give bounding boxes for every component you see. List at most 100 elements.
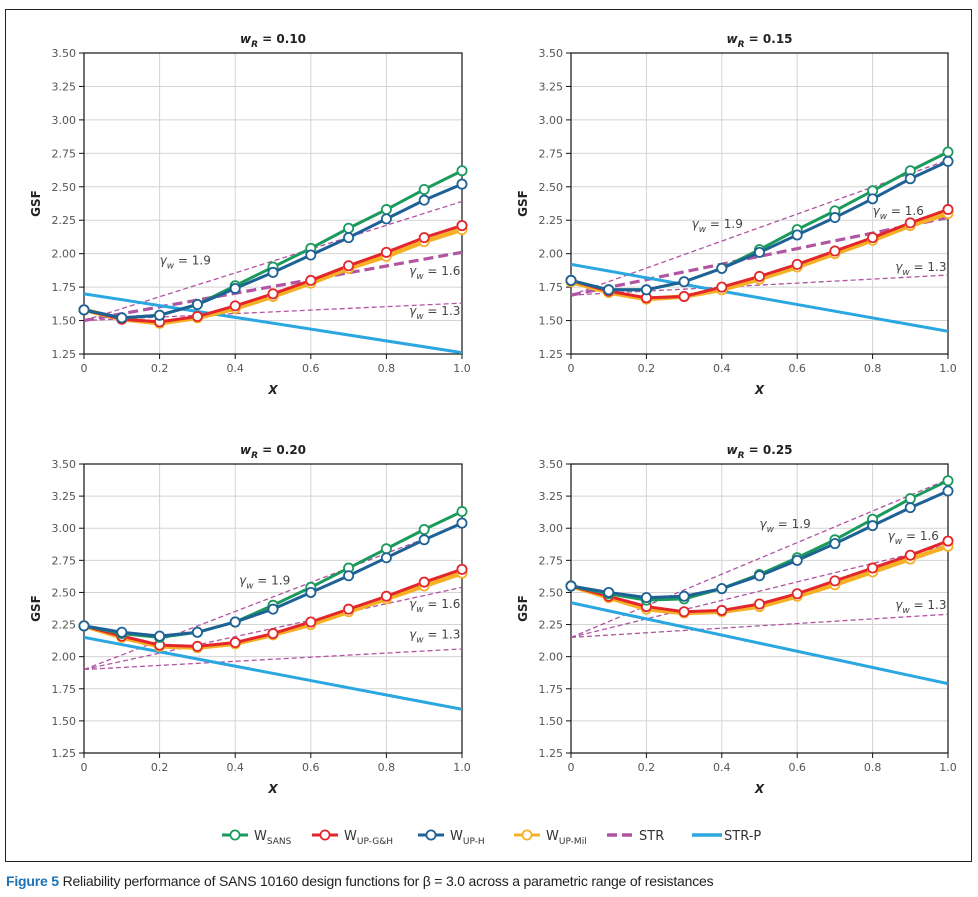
y-tick-label: 2.25 <box>52 619 77 632</box>
x-tick-label: 0.8 <box>864 761 882 774</box>
legend-label-subscript: UP-Mil <box>559 837 587 847</box>
data-point-w-up-g-h <box>267 288 279 300</box>
data-point-w-up-g-h <box>305 616 317 628</box>
data-point-w-up-h <box>942 155 954 167</box>
data-point-w-up-h <box>343 570 355 582</box>
str-line-gamma-1-9 <box>84 200 462 322</box>
gamma-subscript: w <box>416 312 424 322</box>
gamma-symbol: γ <box>160 253 168 267</box>
data-point-w-up-g-h <box>380 246 392 258</box>
gamma-subscript: w <box>416 605 424 615</box>
data-point-w-up-h <box>305 249 317 261</box>
data-point-w-up-h <box>904 502 916 514</box>
data-point-w-up-h <box>380 552 392 564</box>
figure-caption: Figure 5 Reliability performance of SANS… <box>6 873 714 889</box>
title-symbol: w <box>726 443 738 457</box>
gamma-value: = 1.6 <box>902 529 939 543</box>
gamma-symbol: γ <box>895 260 903 274</box>
y-tick-label: 1.50 <box>539 315 564 328</box>
data-point-w-up-g-h <box>456 220 468 232</box>
title-value: = 0.15 <box>745 32 793 46</box>
data-point-w-sans <box>380 204 392 216</box>
data-point-w-up-h <box>267 603 279 615</box>
data-point-w-up-h <box>456 517 468 529</box>
gamma-symbol: γ <box>692 217 700 231</box>
legend-label-main: STR-P <box>724 829 761 844</box>
legend-label-main: STR <box>639 829 664 844</box>
data-point-w-up-g-h <box>418 576 430 588</box>
x-axis-label: X <box>754 782 765 796</box>
title-subscript: R <box>251 451 258 461</box>
y-tick-label: 2.75 <box>539 554 564 567</box>
data-point-w-up-h <box>267 266 279 278</box>
str-line-gamma-1-3 <box>571 613 948 639</box>
gamma-symbol: γ <box>409 264 417 278</box>
x-tick-label: 1.0 <box>939 362 957 375</box>
data-point-w-up-h <box>78 620 90 632</box>
data-point-w-up-h <box>603 284 615 296</box>
data-point-w-up-h <box>154 630 166 642</box>
data-point-w-up-h <box>716 262 728 274</box>
data-point-w-up-g-h <box>791 588 803 600</box>
data-point-w-up-g-h <box>942 535 954 547</box>
x-tick-label: 1.0 <box>453 362 471 375</box>
x-axis-label: X <box>267 383 278 397</box>
gamma-symbol: γ <box>239 574 247 588</box>
y-tick-label: 2.00 <box>539 248 564 261</box>
y-tick-label: 2.00 <box>52 248 77 261</box>
x-tick-label: 1.0 <box>453 761 471 774</box>
y-tick-label: 2.50 <box>539 181 564 194</box>
data-point-w-up-h <box>565 274 577 286</box>
x-tick-label: 0.6 <box>302 362 320 375</box>
data-point-w-up-g-h <box>343 603 355 615</box>
legend-item-w-up-mil: WUP-Mil <box>514 829 587 847</box>
data-point-w-up-g-h <box>678 290 690 302</box>
y-tick-label: 3.25 <box>539 80 564 93</box>
title-symbol: w <box>240 32 252 46</box>
str-p-line <box>571 601 948 686</box>
x-tick-label: 0.4 <box>713 761 731 774</box>
str-line-gamma-1-9 <box>571 478 948 638</box>
data-point-w-up-h <box>754 570 766 582</box>
legend-item-w-sans: WSANS <box>222 829 292 847</box>
str-p-line <box>84 635 462 711</box>
data-point-w-up-h <box>867 520 879 532</box>
gamma-subscript: w <box>880 212 888 222</box>
data-point-w-up-h <box>565 580 577 592</box>
data-point-w-up-g-h <box>380 590 392 602</box>
y-tick-label: 3.25 <box>52 80 77 93</box>
legend-swatch-marker <box>319 829 331 841</box>
data-point-w-up-h <box>229 616 241 628</box>
gamma-subscript: w <box>895 537 903 547</box>
data-point-w-up-g-h <box>229 300 241 312</box>
gamma-annotation: γw = 1.9 <box>692 217 743 235</box>
gamma-value: = 1.9 <box>253 574 290 588</box>
x-tick-label: 0 <box>81 761 88 774</box>
data-point-w-up-g-h <box>942 204 954 216</box>
str-p-line <box>84 292 462 354</box>
data-point-w-up-g-h <box>904 217 916 229</box>
str-line-gamma-1-3 <box>571 274 948 296</box>
x-tick-label: 0.8 <box>378 761 396 774</box>
y-tick-label: 3.25 <box>539 490 564 503</box>
gamma-subscript: w <box>699 225 707 235</box>
gamma-annotation: γw = 1.6 <box>409 264 460 282</box>
x-axis-label: X <box>267 782 278 796</box>
data-point-w-up-g-h <box>678 606 690 618</box>
legend-label-main: W <box>254 829 267 844</box>
y-tick-label: 2.75 <box>52 147 77 160</box>
gamma-symbol: γ <box>409 628 417 642</box>
gamma-annotation: γw = 1.3 <box>895 598 946 616</box>
data-point-w-up-h <box>716 583 728 595</box>
gamma-subscript: w <box>416 636 424 646</box>
data-point-w-up-h <box>942 485 954 497</box>
data-point-w-sans <box>418 524 430 536</box>
y-tick-label: 1.75 <box>52 281 77 294</box>
gamma-subscript: w <box>902 606 910 616</box>
y-tick-label: 3.50 <box>52 458 77 471</box>
data-point-w-up-g-h <box>716 281 728 293</box>
figure-canvas: 1.25 1.50 1.75 2.00 2.25 2.50 2.75 3.00 3.25 3.50… <box>29 32 957 847</box>
data-point-w-up-h <box>154 309 166 321</box>
data-point-w-up-h <box>640 592 652 604</box>
y-tick-label: 1.75 <box>539 281 564 294</box>
